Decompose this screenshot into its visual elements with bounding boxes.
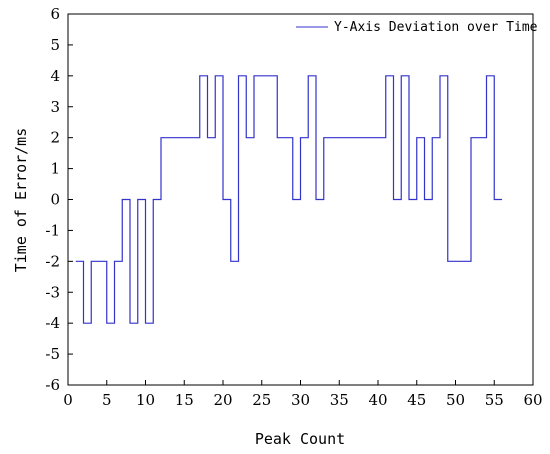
x-tick-label: 55: [485, 391, 504, 409]
y-tick-label: -4: [45, 314, 60, 332]
x-tick-label: 35: [330, 391, 349, 409]
series-layer: [75, 75, 502, 324]
y-tick-label: 5: [50, 36, 60, 54]
y-tick-label: 1: [50, 160, 60, 178]
legend-label: Y-Axis Deviation over Time: [334, 20, 538, 35]
x-tick-label: 30: [291, 391, 310, 409]
y-tick-label: 4: [50, 67, 60, 85]
y-tick-label: -1: [45, 221, 60, 239]
y-axis-title: Time of Error/ms: [12, 128, 30, 273]
x-tick-label: 60: [523, 391, 542, 409]
x-tick-label: 45: [407, 391, 426, 409]
x-axis-title: Peak Count: [255, 430, 345, 448]
y-tick-label: 2: [50, 129, 60, 147]
legend: Y-Axis Deviation over Time: [296, 20, 538, 35]
x-tick-label: 5: [102, 391, 112, 409]
x-tick-label: 15: [175, 391, 194, 409]
x-tick-label: 40: [368, 391, 387, 409]
x-axis: 0 5 10 15 20 25 30 35 40 45 50 55 60: [63, 380, 543, 409]
x-tick-label: 25: [252, 391, 271, 409]
y-tick-label: -5: [45, 345, 60, 363]
y-tick-label: -6: [45, 376, 60, 394]
y-tick-label: -2: [45, 252, 60, 270]
x-tick-label: 50: [446, 391, 465, 409]
y-tick-label: -3: [45, 283, 60, 301]
y-tick-label: 6: [50, 5, 60, 23]
x-tick-label: 0: [63, 391, 73, 409]
x-tick-label: 20: [213, 391, 232, 409]
x-tick-label: 10: [136, 391, 155, 409]
y-tick-label: 0: [50, 191, 60, 209]
y-axis: -6 -5 -4 -3 -2 -1 0 1 2 3 4 5 6: [45, 5, 73, 394]
series-line: [75, 75, 502, 324]
y-tick-label: 3: [50, 98, 60, 116]
